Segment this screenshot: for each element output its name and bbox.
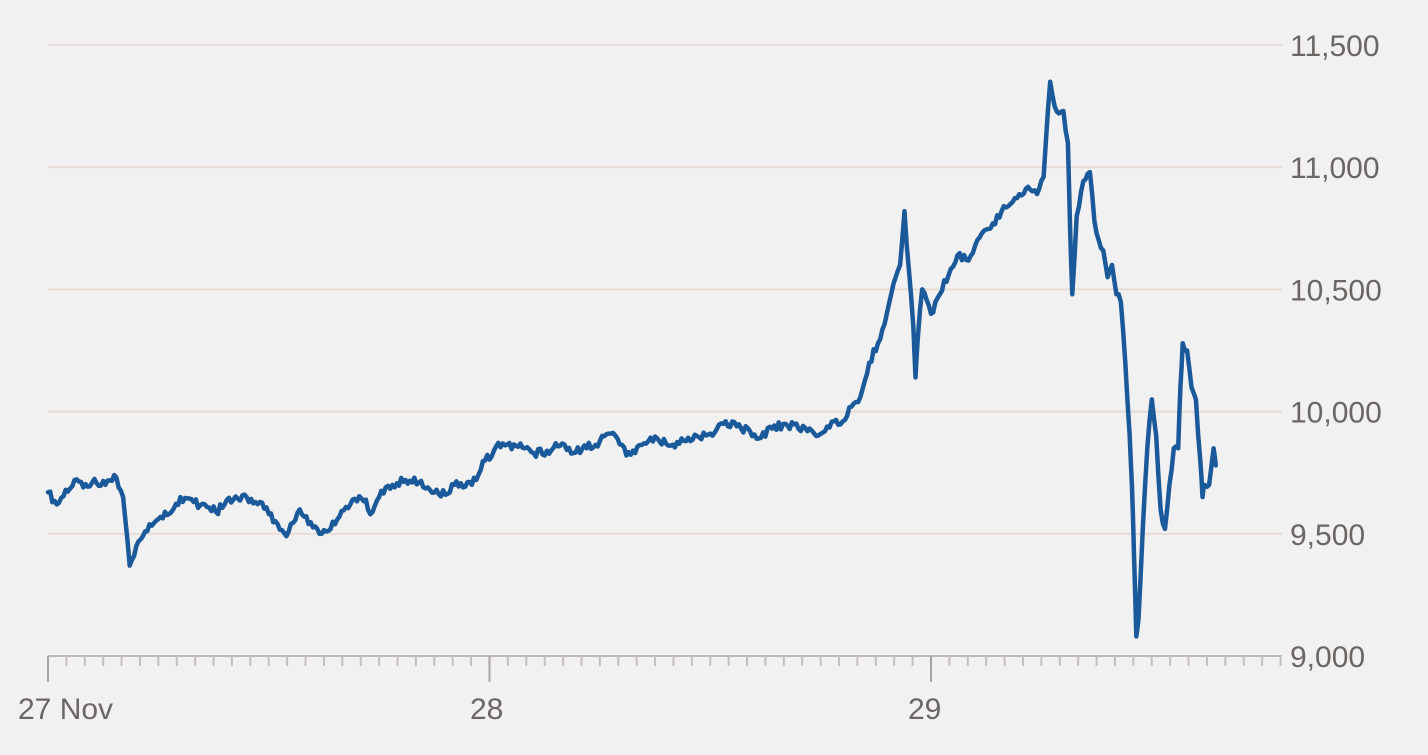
- y-tick-label: 10,000: [1290, 397, 1382, 430]
- x-axis: [47, 655, 1282, 682]
- y-tick-label: 11,500: [1290, 30, 1380, 63]
- y-tick-label: 9,000: [1290, 641, 1365, 674]
- y-tick-label: 11,000: [1290, 152, 1380, 185]
- series-line: [45, 79, 1219, 639]
- x-tick-label: 27 Nov: [18, 693, 113, 726]
- x-axis-labels: 27 Nov 28 29: [18, 693, 941, 726]
- y-tick-label: 10,500: [1290, 274, 1382, 307]
- gridlines: [48, 44, 1282, 535]
- y-axis-labels: 11,500 11,000 10,500 10,000 9,500 9,000: [1290, 30, 1382, 674]
- x-tick-label: 29: [908, 693, 941, 726]
- y-tick-label: 9,500: [1290, 519, 1365, 552]
- x-tick-label: 28: [470, 693, 503, 726]
- series-group: [45, 79, 1219, 639]
